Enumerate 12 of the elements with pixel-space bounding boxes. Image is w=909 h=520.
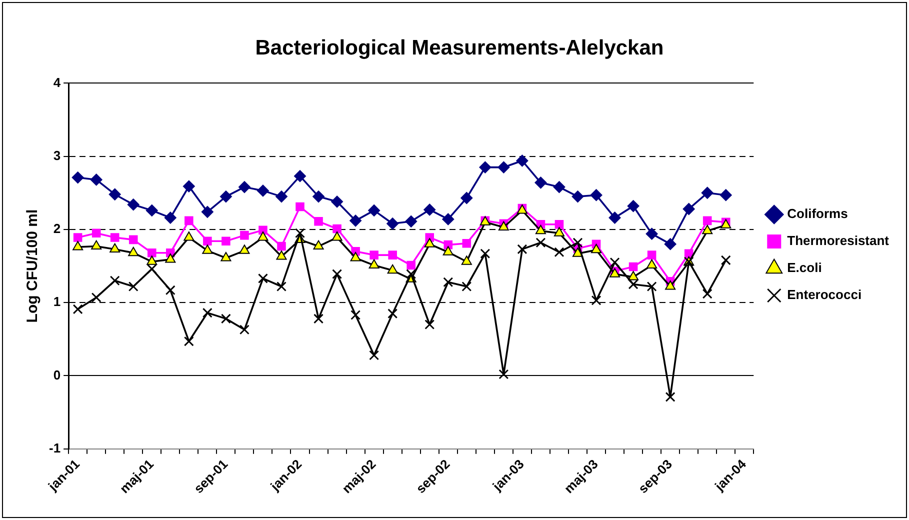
legend-label: Enterococci xyxy=(787,287,862,302)
y-tick-label: 3 xyxy=(53,148,61,163)
legend-label: E.coli xyxy=(787,260,822,276)
y-tick-label: 2 xyxy=(53,221,61,236)
y-tick-label: -1 xyxy=(48,440,61,456)
legend-label: Thermoresistant xyxy=(787,233,890,248)
y-tick-label: 1 xyxy=(53,294,61,310)
y-axis-title: Log CFU/100 ml xyxy=(24,209,42,323)
y-tick-label: 4 xyxy=(53,74,62,90)
legend-label: Coliforms xyxy=(787,206,848,222)
chart-title: Bacteriological Measurements-Alelyckan xyxy=(255,36,664,60)
y-tick-label: 0 xyxy=(53,367,61,382)
